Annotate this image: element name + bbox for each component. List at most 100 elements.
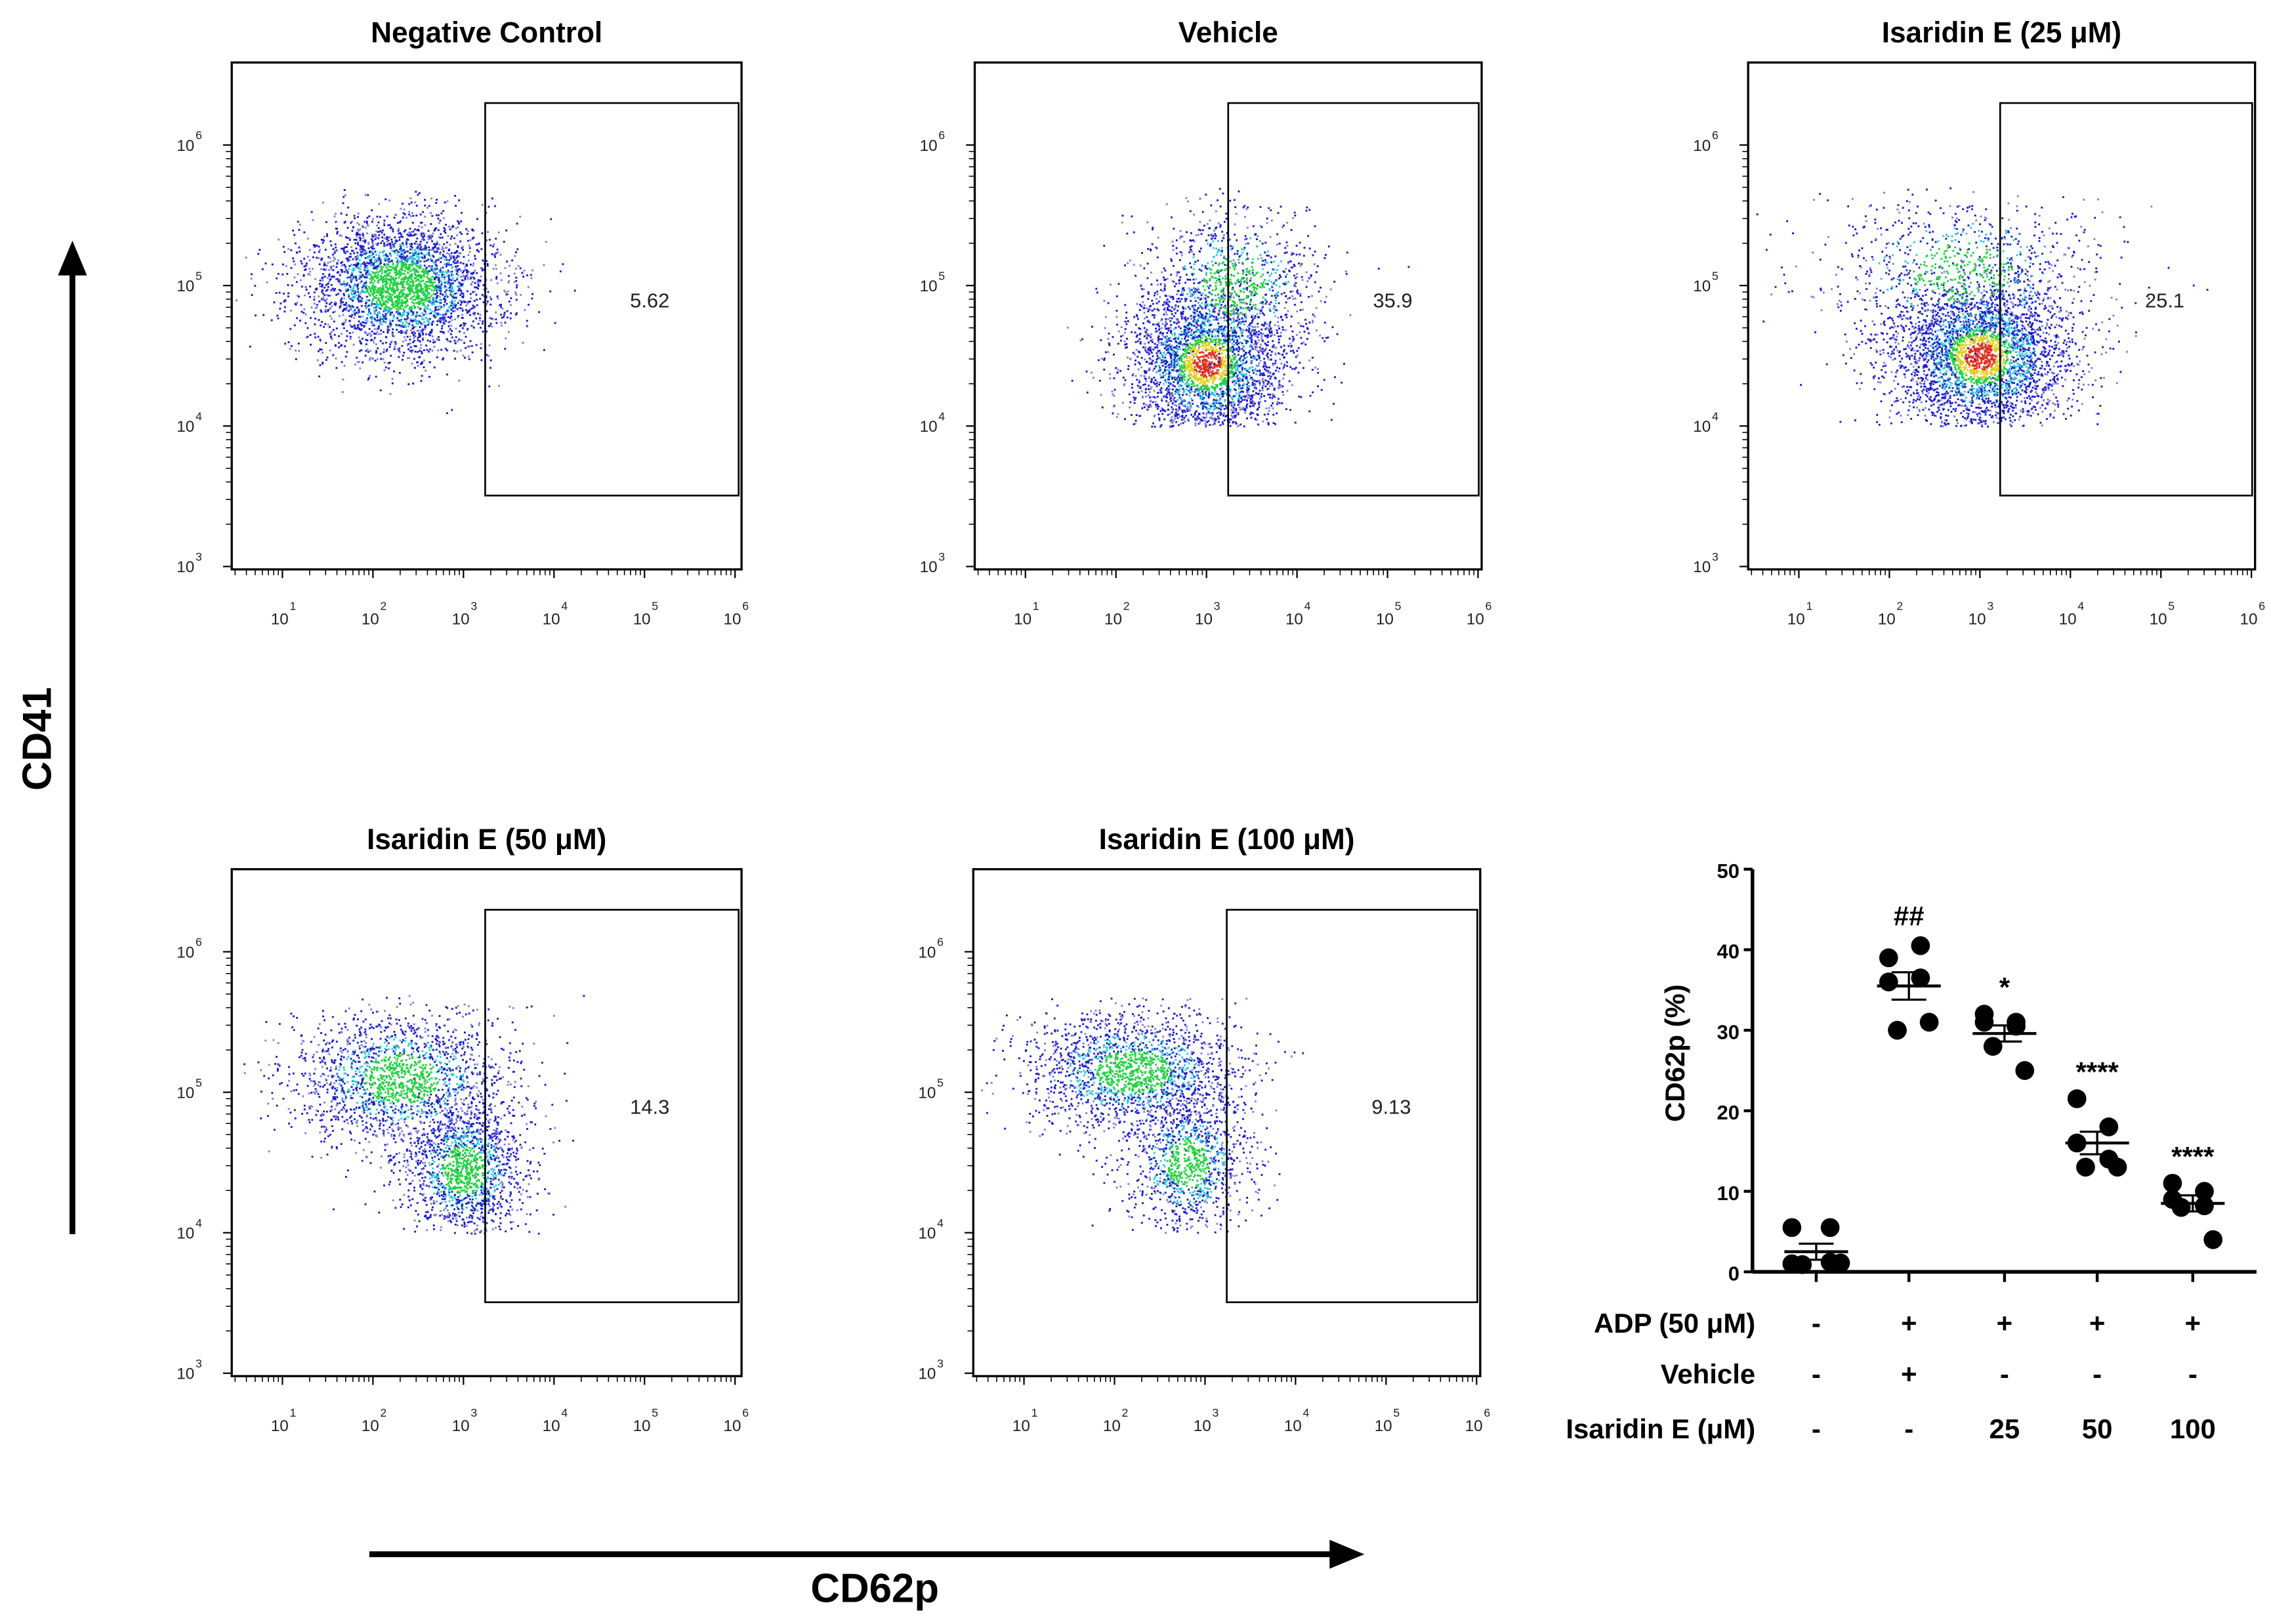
event-dot (1250, 340, 1253, 343)
event-dot (365, 273, 367, 276)
event-dot (1211, 350, 1214, 352)
event-dot (488, 354, 490, 357)
event-dot (403, 314, 406, 316)
event-dot (526, 274, 528, 277)
event-dot (390, 289, 393, 292)
event-dot (446, 373, 448, 376)
event-dot (353, 215, 356, 217)
event-dot (351, 220, 353, 222)
event-dot (1278, 386, 1280, 388)
event-dot (440, 287, 442, 289)
event-dot (407, 265, 410, 268)
event-dot (375, 320, 378, 322)
event-dot (506, 260, 509, 263)
event-dot (314, 244, 316, 247)
event-dot (1197, 394, 1199, 396)
event-dot (366, 232, 369, 235)
event-dot (407, 280, 409, 282)
event-dot (383, 234, 386, 236)
event-dot (388, 257, 390, 260)
event-dot (1191, 338, 1194, 341)
event-dot (1206, 408, 1209, 411)
event-dot (1251, 338, 1253, 341)
event-dot (1205, 400, 1207, 403)
event-dot (1220, 364, 1222, 366)
event-dot (371, 209, 373, 211)
event-dot (573, 289, 576, 292)
event-dot (438, 289, 441, 291)
event-dot (495, 322, 498, 324)
event-dot (382, 288, 385, 291)
event-dot (448, 330, 450, 333)
event-dot (1184, 350, 1186, 352)
event-dot (362, 245, 365, 248)
event-dot (414, 250, 417, 253)
event-dot (358, 295, 360, 298)
event-dot (474, 255, 476, 257)
event-dot (402, 291, 404, 294)
event-dot (449, 255, 452, 257)
event-dot (411, 243, 413, 245)
event-dot (1156, 385, 1158, 388)
event-dot (1184, 337, 1186, 340)
event-dot (429, 318, 431, 320)
event-dot (373, 262, 375, 264)
event-dot (1205, 375, 1207, 378)
event-dot (396, 289, 398, 291)
event-dot (1143, 335, 1146, 337)
event-dot (396, 222, 399, 224)
event-dot (436, 241, 438, 243)
event-dot (1161, 356, 1164, 358)
event-dot (377, 347, 379, 350)
event-dot (1254, 308, 1257, 310)
event-dot (432, 286, 435, 289)
event-dot (1177, 369, 1179, 371)
event-dot (1236, 308, 1238, 310)
event-dot (1236, 361, 1238, 364)
event-dot (463, 324, 465, 327)
event-dot (1198, 335, 1200, 337)
event-dot (419, 285, 422, 288)
event-dot (362, 316, 364, 318)
event-dot (344, 270, 346, 273)
event-dot (405, 266, 407, 269)
event-dot (371, 318, 373, 321)
event-dot (444, 259, 446, 261)
event-dot (375, 260, 378, 262)
event-dot (277, 317, 280, 320)
event-dot (1171, 392, 1173, 394)
event-dot (1224, 304, 1226, 307)
event-dot (1225, 383, 1228, 385)
event-dot (384, 302, 386, 305)
event-dot (453, 300, 456, 302)
event-dot (522, 276, 525, 278)
event-dot (407, 259, 409, 262)
event-dot (427, 300, 429, 302)
event-dot (332, 269, 335, 272)
event-dot (460, 269, 462, 272)
event-dot (327, 323, 329, 326)
event-dot (302, 312, 305, 314)
event-dot (354, 217, 356, 220)
event-dot (444, 201, 446, 204)
event-dot (515, 293, 518, 296)
event-dot (421, 318, 423, 320)
event-dot (1144, 388, 1147, 390)
event-dot (503, 316, 505, 318)
event-dot (1218, 378, 1220, 381)
event-dot (388, 320, 391, 322)
event-dot (392, 328, 394, 331)
event-dot (379, 290, 382, 293)
event-dot (1184, 331, 1186, 334)
event-dot (402, 255, 404, 258)
event-dot (458, 281, 461, 284)
event-dot (453, 350, 455, 352)
event-dot (454, 307, 457, 309)
event-dot (431, 281, 434, 284)
event-dot (429, 285, 432, 287)
event-dot (406, 264, 407, 266)
event-dot (406, 300, 409, 302)
event-dot (423, 294, 425, 297)
event-dot (469, 301, 472, 303)
event-dot (420, 233, 423, 236)
